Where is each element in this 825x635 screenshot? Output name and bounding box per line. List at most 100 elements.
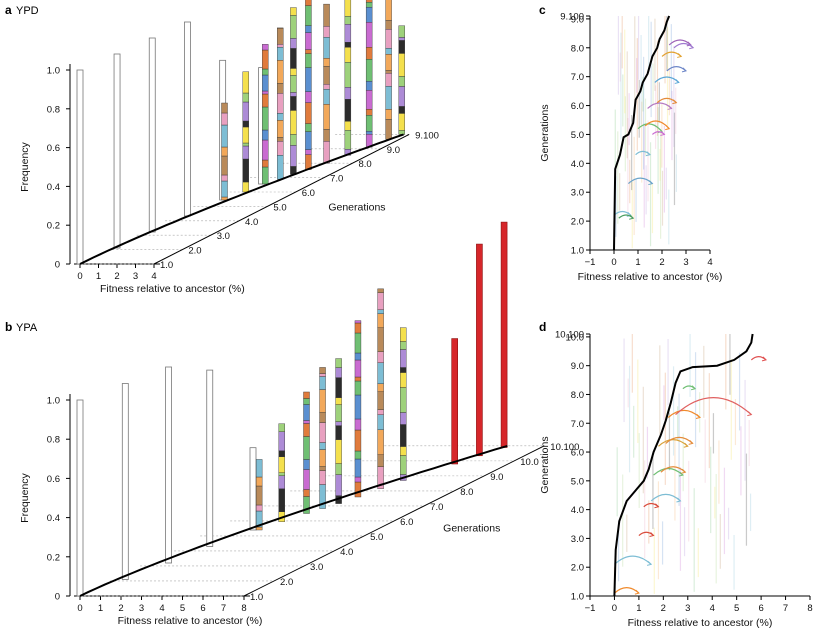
generation-tick-label: 10.100: [550, 442, 579, 453]
frequency-axis-label: Frequency: [19, 141, 31, 191]
panel-c-label: c: [539, 3, 546, 17]
y-axis-label: Generations: [539, 104, 551, 161]
stacked-bar-segment: [277, 44, 284, 48]
stacked-bar-segment: [365, 108, 373, 116]
stacked-bar-segment: [377, 362, 384, 384]
stacked-bar-segment: [398, 113, 405, 131]
panel-d-label: d: [539, 320, 546, 334]
lineage-arc: [654, 76, 680, 83]
generation-tick-label: 2.0: [188, 246, 201, 257]
stacked-bar-segment: [377, 327, 384, 352]
stacked-bar-segment: [323, 128, 330, 142]
x-tick-label: 6: [758, 603, 763, 614]
stacked-bar-segment: [323, 103, 330, 130]
stacked-bar-segment: [242, 92, 250, 103]
stacked-bar-segment: [385, 0, 392, 21]
fitness-tick-label: 8: [241, 603, 246, 614]
stacked-bar-segment: [277, 119, 284, 138]
stacked-bar-segment: [277, 60, 284, 84]
reference-bar: [76, 69, 84, 265]
y-tick-label: 9.0: [571, 361, 584, 372]
stacked-bar-segment: [242, 142, 250, 147]
frequency-tick-label: 0: [55, 592, 60, 603]
stacked-bar-segment: [303, 436, 310, 460]
reference-bar: [148, 37, 156, 233]
panel-b-chart: 0 0.2 0.4 0.6 0.8 1.0 Frequency 0 1 2 3 4 5 6 7 8 1.0 2.0…: [19, 221, 579, 627]
y-tick-label: 10.100: [555, 330, 584, 341]
y-tick-label: 8.0: [571, 43, 584, 54]
y-tick-label: 7.0: [571, 419, 584, 430]
stacked-bar-segment: [305, 131, 312, 150]
reference-bar: [165, 366, 172, 564]
stacked-bar-segment: [278, 472, 285, 476]
stacked-bar-segment: [221, 112, 228, 126]
stacked-bar-segment: [385, 72, 392, 87]
stacked-bar-segment: [290, 145, 297, 167]
y-tick-label: 3.0: [571, 534, 584, 545]
stacked-bar-segment: [400, 412, 407, 425]
stacked-bar-segment: [278, 423, 285, 432]
stacked-bar-segment: [335, 358, 342, 368]
stacked-bar-segment: [385, 85, 392, 110]
generation-tick-label: 2.0: [280, 577, 293, 588]
stacked-bar-segment: [400, 446, 407, 456]
stacked-bar-segment: [377, 409, 384, 415]
stacked-bar-segment: [365, 6, 373, 23]
fitness-tick-label: 0: [77, 603, 82, 614]
panel-b-label: b: [5, 320, 12, 334]
fitness-tick-label: 5: [180, 603, 185, 614]
lineage-arc-arrowhead: [690, 385, 697, 391]
stacked-bar-segment: [344, 98, 352, 122]
stacked-bar-segment: [262, 166, 269, 185]
frequency-axis-label: Frequency: [19, 472, 31, 522]
generation-tick-label: 9.100: [415, 130, 439, 141]
generation-tick-label: 4.0: [340, 547, 353, 558]
generation-axis-label: Generations: [443, 522, 500, 534]
stacked-bar-segment: [242, 101, 250, 122]
stacked-bar-segment: [262, 106, 269, 131]
stacked-bar-segment: [354, 429, 362, 452]
stacked-bar-segment: [305, 0, 312, 6]
stacked-bar-segment: [278, 431, 285, 451]
stacked-bar-segment: [277, 154, 284, 180]
stacked-bar-segment: [221, 102, 228, 114]
stacked-bar-segment: [377, 383, 384, 392]
generation-axis-line: [153, 133, 410, 265]
stacked-bar-segment: [305, 25, 312, 33]
frequency-tick-label: 0.2: [47, 552, 60, 563]
reference-bar: [121, 383, 129, 580]
fitness-tick-label: 0: [77, 271, 82, 282]
stacked-bar-segment: [319, 449, 326, 467]
stacked-bar-segment: [335, 439, 342, 464]
stacked-bar-segment: [344, 47, 352, 63]
stacked-bar-segment: [400, 387, 407, 413]
stacked-bar-segment: [323, 37, 330, 59]
lineage-arc-arrowhead: [667, 105, 673, 110]
stacked-bar-segment: [262, 159, 269, 168]
stacked-bar-segment: [319, 470, 326, 485]
lineage-arc-arrowhead: [681, 468, 687, 474]
frequency-tick-label: 0.6: [47, 143, 60, 154]
lineage-arc-arrowhead: [688, 440, 694, 445]
stacked-bar-segment: [344, 62, 352, 88]
lineage-arc-arrowhead: [689, 44, 695, 50]
stacked-bar-segment: [242, 120, 250, 128]
stacked-bar-segment: [278, 456, 285, 473]
stacked-bar-segment: [354, 359, 362, 378]
stacked-bar-segment: [323, 140, 330, 164]
stacked-bar-segment: [398, 130, 405, 135]
stacked-bar-segment: [305, 53, 312, 68]
lineage-arc-arrowhead: [678, 471, 684, 477]
frequency-tick-label: 0.4: [47, 513, 60, 524]
y-tick-label: 2.0: [571, 217, 584, 228]
stacked-bar-segment: [255, 504, 263, 512]
frequency-tick-label: 0.8: [47, 435, 60, 446]
lineage-arc-arrowhead: [676, 497, 682, 503]
generation-tick-label: 9.0: [490, 472, 503, 483]
stacked-bar-segment: [323, 3, 330, 27]
stacked-bar-segment: [354, 322, 362, 334]
stacked-bar-segment: [335, 425, 342, 440]
stacked-bar-segment: [400, 424, 407, 447]
mean-fitness-line: [613, 333, 754, 597]
